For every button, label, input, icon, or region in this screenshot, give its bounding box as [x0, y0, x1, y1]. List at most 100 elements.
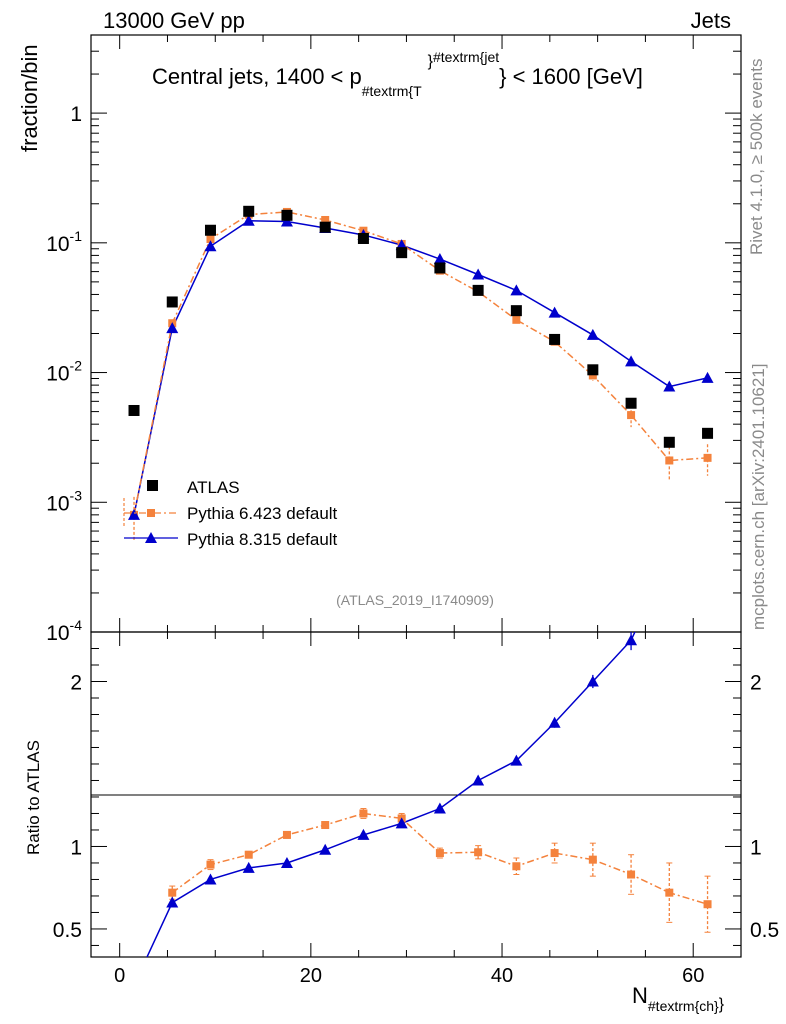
y-tick-label-top: 10-4 — [46, 617, 82, 645]
y-tick-label-bottom: 0.5 — [53, 919, 82, 942]
legend-marker-atlas — [147, 480, 158, 491]
ratio-point-pythia6 — [282, 830, 291, 839]
ratio-point-pythia8 — [319, 843, 332, 855]
energy-label: 13000 GeV pp — [103, 8, 245, 33]
ratio-point-pythia6 — [550, 849, 559, 858]
y-tick-label-bottom-right: 2 — [750, 671, 762, 694]
ratio-point-pythia6 — [168, 888, 177, 897]
y-tick-label-bottom: 2 — [70, 671, 82, 694]
ratio-point-pythia8 — [242, 861, 255, 873]
ratio-point-pythia6 — [665, 888, 674, 897]
point-atlas — [319, 221, 331, 233]
ratio-point-pythia6 — [588, 855, 597, 864]
legend-marker-pythia8 — [145, 532, 157, 543]
point-pythia8 — [242, 214, 255, 226]
ratio-point-pythia6 — [512, 862, 521, 871]
y-tick-label-bottom-right: 0.5 — [750, 919, 779, 942]
point-atlas — [281, 209, 293, 221]
legend-label-pythia6: Pythia 6.423 default — [187, 504, 338, 523]
y-tick-label-bottom: 1 — [70, 836, 82, 859]
point-atlas — [549, 333, 561, 345]
ratio-point-pythia8 — [433, 802, 446, 814]
point-pythia6 — [512, 315, 521, 324]
point-atlas — [243, 205, 255, 217]
point-pythia8 — [663, 380, 676, 392]
ratio-point-pythia8 — [280, 856, 293, 868]
x-axis-title: N#textrm{ch}} — [632, 983, 725, 1014]
point-atlas — [357, 232, 369, 244]
point-atlas — [510, 305, 522, 317]
ratio-point-pythia6 — [627, 870, 636, 879]
point-pythia8 — [472, 268, 485, 280]
ratio-point-pythia8 — [663, 552, 675, 563]
point-pythia8 — [625, 355, 638, 367]
point-pythia8 — [166, 322, 179, 334]
ratio-point-pythia8 — [548, 716, 561, 728]
ratio-point-pythia6 — [435, 849, 444, 858]
ratio-point-pythia8 — [472, 774, 485, 786]
point-pythia6 — [703, 453, 712, 462]
point-pythia6 — [206, 235, 215, 244]
legend-marker-pythia6 — [147, 509, 155, 517]
point-pythia8 — [510, 284, 523, 296]
point-pythia6 — [321, 215, 330, 224]
ratio-point-pythia6 — [244, 850, 253, 859]
point-pythia8 — [280, 215, 293, 227]
point-pythia8 — [586, 328, 599, 340]
y-tick-label-top: 10-3 — [46, 487, 82, 515]
ratio-line-pythia8 — [146, 632, 636, 957]
y-axis-title-bottom: Ratio to ATLAS — [24, 740, 43, 855]
ratio-point-pythia8 — [510, 754, 523, 766]
point-atlas — [396, 247, 408, 259]
chart-title: Central jets, 1400 < p#textrm{T}#textrm{… — [152, 49, 643, 99]
point-atlas — [625, 397, 637, 409]
ratio-point-pythia6 — [474, 848, 483, 857]
point-pythia6 — [665, 456, 674, 465]
ratio-point-pythia8 — [204, 873, 217, 885]
y-tick-label-top: 1 — [70, 103, 82, 126]
point-pythia8 — [128, 508, 141, 520]
ratio-point-pythia8 — [395, 817, 408, 829]
point-atlas — [204, 224, 216, 236]
ratio-point-pythia6 — [206, 860, 215, 869]
ratio-point-pythia8 — [586, 675, 599, 687]
analysis-id: (ATLAS_2019_I1740909) — [336, 592, 494, 608]
mcplots-label: mcplots.cern.ch [arXiv:2401.10621] — [749, 364, 768, 630]
series-line-pythia6 — [133, 211, 708, 515]
x-tick-label: 60 — [682, 965, 704, 987]
y-tick-label-top: 10-2 — [46, 358, 82, 386]
x-tick-label: 0 — [114, 965, 125, 987]
point-atlas — [702, 427, 714, 439]
ratio-point-pythia6 — [703, 900, 712, 909]
ratio-point-pythia8 — [702, 478, 714, 489]
point-pythia8 — [204, 240, 217, 252]
jets-label: Jets — [691, 8, 731, 33]
ratio-point-pythia6 — [359, 809, 368, 818]
point-atlas — [472, 284, 484, 296]
rivet-label: Rivet 4.1.0, ≥ 500k events — [747, 59, 766, 255]
point-atlas — [663, 436, 675, 448]
legend: ATLAS Pythia 6.423 default Pythia 8.315 … — [123, 478, 338, 549]
y-tick-label-bottom-right: 1 — [750, 836, 762, 859]
point-pythia8 — [548, 306, 561, 318]
point-atlas — [434, 262, 446, 274]
series-line-pythia8 — [133, 219, 708, 515]
point-atlas — [166, 296, 178, 308]
ratio-point-pythia8 — [166, 896, 179, 908]
y-axis-title-top: fraction/bin — [17, 44, 42, 152]
ratio-point-pythia6 — [321, 821, 330, 830]
ratio-point-pythia8 — [357, 828, 370, 840]
point-pythia6 — [627, 411, 636, 420]
point-pythia8 — [701, 371, 714, 383]
point-atlas — [128, 404, 140, 416]
x-tick-label: 40 — [491, 965, 513, 987]
point-pythia8 — [433, 253, 446, 265]
legend-label-atlas: ATLAS — [187, 478, 240, 497]
point-atlas — [587, 364, 599, 376]
ratio-point-pythia8 — [625, 634, 638, 646]
y-tick-label-top: 10-1 — [46, 228, 82, 256]
legend-label-pythia8: Pythia 8.315 default — [187, 530, 338, 549]
ratio-line-pythia6 — [171, 812, 708, 905]
x-tick-label: 20 — [300, 965, 322, 987]
